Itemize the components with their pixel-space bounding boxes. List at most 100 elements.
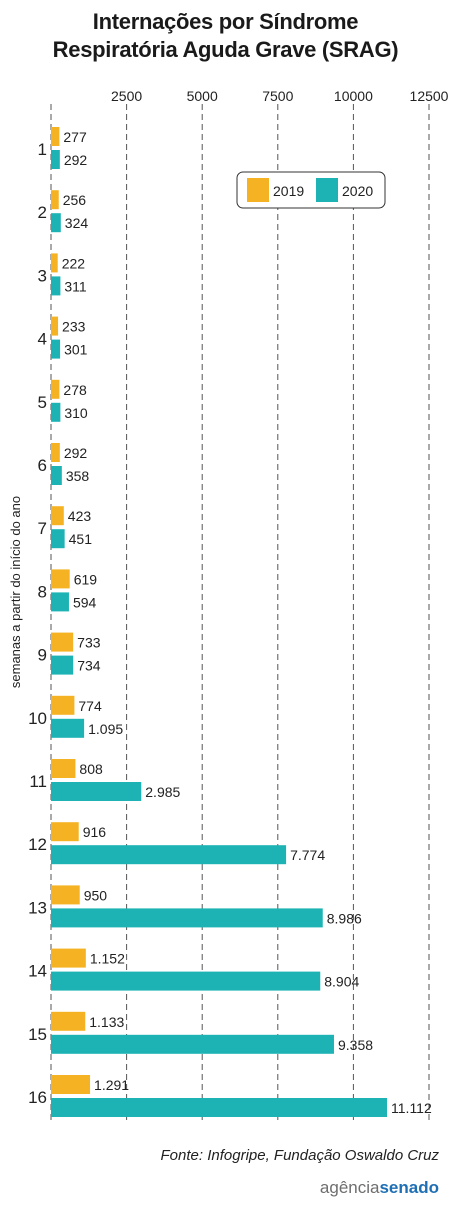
data-label-2020-week-12: 7.774: [290, 847, 325, 863]
category-label-week-16: 16: [28, 1088, 47, 1107]
data-label-2020-week-9: 734: [77, 658, 101, 674]
grid-lines: [50, 104, 430, 1124]
category-label-week-12: 12: [28, 835, 47, 854]
data-label-2020-week-7: 451: [69, 531, 93, 547]
category-label-week-14: 14: [28, 962, 47, 981]
data-label-2020-week-3: 311: [64, 278, 87, 294]
bar-2020-week-16: [51, 1098, 388, 1117]
bar-2019-week-2: [51, 190, 59, 210]
legend-label-2020: 2020: [342, 183, 373, 199]
data-label-2020-week-14: 8.904: [324, 974, 359, 990]
bar-2020-week-8: [51, 592, 69, 612]
category-label-week-4: 4: [38, 330, 47, 349]
bar-2019-week-14: [51, 948, 86, 968]
data-label-2019-week-2: 256: [63, 192, 87, 208]
category-label-week-5: 5: [38, 393, 47, 412]
category-label-week-2: 2: [38, 203, 47, 222]
bar-2019-week-8: [51, 569, 70, 589]
logo-text-agencia: agência: [319, 1178, 380, 1197]
data-label-2019-week-16: 1.291: [94, 1077, 129, 1093]
bar-2020-week-9: [51, 655, 74, 675]
chart-title: Internações por Síndrome Respiratória Ag…: [0, 8, 451, 64]
data-label-2019-week-3: 222: [62, 255, 86, 271]
agencia-senado-logo: agênciasenado: [320, 1178, 439, 1198]
bar-2019-week-1: [51, 127, 60, 146]
y-axis-label: semanas a partir do início do ano: [8, 496, 23, 688]
data-label-2019-week-13: 950: [84, 887, 108, 903]
category-label-week-9: 9: [38, 646, 47, 665]
chart-title-line-1: Internações por Síndrome: [92, 9, 359, 34]
data-label-2019-week-8: 619: [74, 571, 98, 587]
bar-2019-week-13: [51, 885, 80, 905]
legend-swatch-2020: [316, 178, 338, 202]
bar-2019-week-3: [51, 253, 58, 273]
bar-2019-week-15: [51, 1011, 86, 1031]
bars: 277 292 256 324 222 311 233 301 278 310 292 358 423 4…: [51, 127, 432, 1117]
data-label-2020-week-16: 11.112: [391, 1100, 432, 1116]
bar-2020-week-11: [51, 782, 142, 801]
legend: 2019 2020: [236, 171, 386, 209]
data-label-2019-week-12: 916: [83, 824, 107, 840]
bar-2020-week-4: [51, 339, 61, 359]
bar-2019-week-6: [51, 443, 60, 462]
bar-2020-week-13: [51, 908, 323, 928]
category-label-week-15: 15: [28, 1025, 47, 1044]
legend-label-2019: 2019: [273, 183, 304, 199]
data-label-2019-week-7: 423: [68, 508, 92, 524]
bar-2020-week-2: [51, 213, 61, 233]
data-label-2019-week-11: 808: [79, 761, 103, 777]
data-label-2020-week-5: 310: [64, 405, 88, 421]
bar-2020-week-5: [51, 402, 61, 422]
category-label-week-11: 11: [29, 772, 47, 791]
bar-2020-week-3: [51, 276, 61, 296]
category-label-week-3: 3: [38, 266, 47, 285]
bar-2020-week-10: [51, 718, 85, 738]
category-label-week-7: 7: [38, 519, 47, 538]
category-label-week-8: 8: [38, 582, 47, 601]
bar-2020-week-15: [51, 1034, 334, 1054]
x-tick-label-7500: 7500: [262, 88, 293, 104]
bar-2019-week-12: [51, 822, 79, 842]
legend-swatch-2019: [247, 178, 269, 202]
bar-2019-week-10: [51, 695, 75, 715]
x-tick-label-5000: 5000: [187, 88, 218, 104]
data-label-2019-week-6: 292: [64, 445, 88, 461]
logo-text-senado: senado: [379, 1178, 439, 1197]
x-tick-label-10000: 10000: [334, 88, 373, 104]
data-label-2020-week-11: 2.985: [145, 784, 180, 800]
chart-title-line-2: Respiratória Aguda Grave (SRAG): [52, 37, 399, 62]
data-label-2020-week-6: 358: [66, 468, 90, 484]
bar-2020-week-7: [51, 529, 65, 549]
data-label-2020-week-10: 1.095: [88, 721, 123, 737]
data-label-2019-week-10: 774: [78, 698, 102, 714]
bar-2019-week-16: [51, 1075, 91, 1094]
bar-2019-week-4: [51, 316, 59, 336]
data-label-2020-week-1: 292: [64, 152, 88, 168]
category-label-week-6: 6: [38, 456, 47, 475]
x-tick-label-12500: 12500: [410, 88, 449, 104]
x-tick-labels: 2500 5000 7500 10000 12500: [111, 88, 449, 104]
data-label-2019-week-5: 278: [63, 382, 87, 398]
x-tick-label-2500: 2500: [111, 88, 142, 104]
data-label-2019-week-9: 733: [77, 635, 101, 651]
bar-2020-week-1: [51, 150, 60, 169]
bar-2019-week-9: [51, 632, 74, 652]
data-label-2020-week-8: 594: [73, 594, 97, 610]
data-label-2020-week-2: 324: [65, 215, 89, 231]
category-label-week-1: 1: [38, 140, 47, 159]
bar-2019-week-11: [51, 759, 76, 778]
data-label-2020-week-13: 8.986: [327, 910, 362, 926]
data-label-2020-week-15: 9.358: [338, 1037, 373, 1053]
data-label-2019-week-1: 277: [63, 129, 87, 145]
data-label-2019-week-14: 1.152: [90, 951, 125, 967]
legend-box: [236, 171, 386, 209]
data-label-2020-week-4: 301: [64, 342, 88, 358]
category-label-week-13: 13: [28, 898, 47, 917]
bar-2019-week-7: [51, 506, 64, 526]
source-note: Fonte: Infogripe, Fundação Oswaldo Cruz: [160, 1147, 439, 1164]
bar-2020-week-14: [51, 971, 321, 991]
data-label-2019-week-15: 1.133: [89, 1014, 124, 1030]
category-label-week-10: 10: [28, 709, 47, 728]
